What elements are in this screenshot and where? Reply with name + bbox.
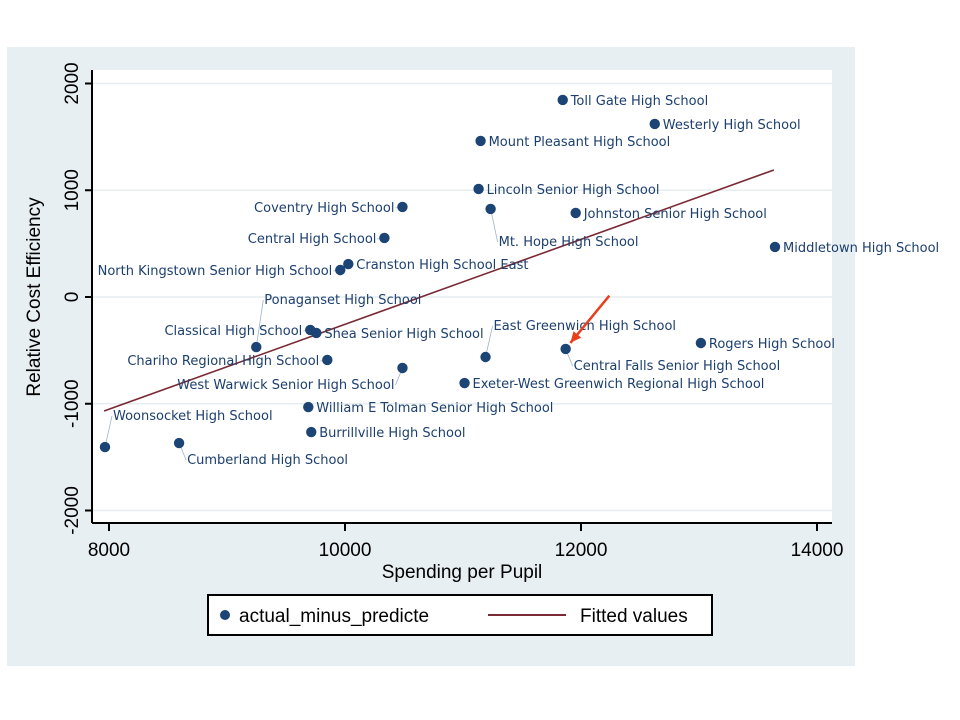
y-axis-title: Relative Cost Efficiency	[24, 197, 45, 397]
data-point	[570, 207, 581, 219]
data-point	[397, 201, 408, 213]
data-point	[459, 377, 470, 389]
y-tick-label: -1000	[62, 379, 83, 428]
data-point-label: Lincoln Senior High School	[487, 183, 660, 198]
data-point-label: Mt. Hope High School	[499, 235, 639, 250]
data-point-label: Shea Senior High School	[324, 327, 483, 342]
data-point-label: West Warwick Senior High School	[177, 378, 394, 393]
data-point-label: North Kingstown Senior High School	[98, 264, 333, 279]
data-point-label: Cumberland High School	[187, 453, 348, 468]
data-point-label: Rogers High School	[709, 337, 835, 352]
label-leader-line	[490, 208, 499, 243]
data-point	[379, 232, 390, 244]
label-leader-line	[255, 300, 264, 348]
y-tick-label: -2000	[62, 486, 83, 535]
data-point	[335, 264, 346, 276]
legend-marker-points	[220, 610, 230, 620]
data-point	[649, 118, 660, 130]
data-point-label: Mount Pleasant High School	[489, 135, 671, 150]
data-point-label: William E Tolman Senior High School	[316, 401, 553, 416]
legend: actual_minus_predicte Fitted values	[207, 594, 713, 636]
y-tick-label: 2000	[62, 62, 83, 104]
annotation-layer	[569, 294, 611, 344]
y-tick-label: 0	[62, 292, 83, 303]
label-leader-line	[104, 416, 113, 448]
axes-layer: -2000 -1000 0 1000 2000 8000 10000 12000 14000	[62, 62, 843, 561]
data-point	[769, 241, 781, 253]
data-point-label: Cranston High School East	[356, 258, 528, 273]
fitted-line-layer	[103, 169, 775, 412]
data-point	[480, 351, 491, 363]
arrow-head-icon	[570, 331, 582, 343]
legend-box	[207, 594, 713, 636]
data-point	[343, 258, 354, 270]
x-tick-label: 14000	[791, 540, 844, 561]
data-point-label: Coventry High School	[254, 201, 394, 216]
data-point-label: Westerly High School	[663, 118, 801, 133]
data-point	[303, 401, 314, 413]
data-point-label: Toll Gate High School	[570, 94, 708, 109]
data-point	[99, 441, 111, 453]
data-point	[557, 94, 568, 106]
data-point-label: Middletown High School	[783, 241, 939, 256]
data-point-label: Woonsocket High School	[113, 409, 273, 424]
data-point	[560, 343, 571, 355]
y-tick-label: 1000	[62, 169, 83, 211]
data-point	[251, 341, 262, 353]
data-point	[695, 337, 707, 349]
data-point-label: Chariho Regional High School	[127, 354, 319, 369]
data-point	[473, 183, 484, 195]
x-tick-label: 8000	[88, 540, 130, 561]
legend-label-points: actual_minus_predicte	[239, 606, 429, 627]
x-tick-label: 12000	[555, 540, 608, 561]
points-layer: Toll Gate High School Westerly High Schoo…	[98, 94, 940, 468]
data-point	[397, 362, 408, 374]
data-point	[322, 354, 333, 366]
x-axis-title: Spending per Pupil	[382, 562, 543, 583]
data-point-label: Exeter-West Greenwich Regional High Scho…	[473, 377, 765, 392]
data-point-label: Burrillville High School	[319, 426, 465, 441]
data-point-label: Ponaganset High School	[264, 293, 421, 308]
data-point	[311, 327, 322, 339]
legend-label-fitted: Fitted values	[580, 606, 688, 627]
gridlines	[93, 82, 832, 512]
data-point	[485, 203, 496, 215]
data-point	[173, 437, 185, 449]
label-leader-line	[485, 325, 493, 358]
data-point-label: Central High School	[248, 232, 377, 247]
data-point-label: Central Falls Senior High School	[574, 359, 781, 374]
fitted-line	[103, 169, 775, 412]
x-tick-label: 10000	[319, 540, 372, 561]
data-point-label: Johnston Senior High School	[583, 207, 767, 222]
data-point	[475, 135, 486, 147]
data-point-label: Classical High School	[164, 324, 302, 339]
data-point	[306, 426, 317, 438]
